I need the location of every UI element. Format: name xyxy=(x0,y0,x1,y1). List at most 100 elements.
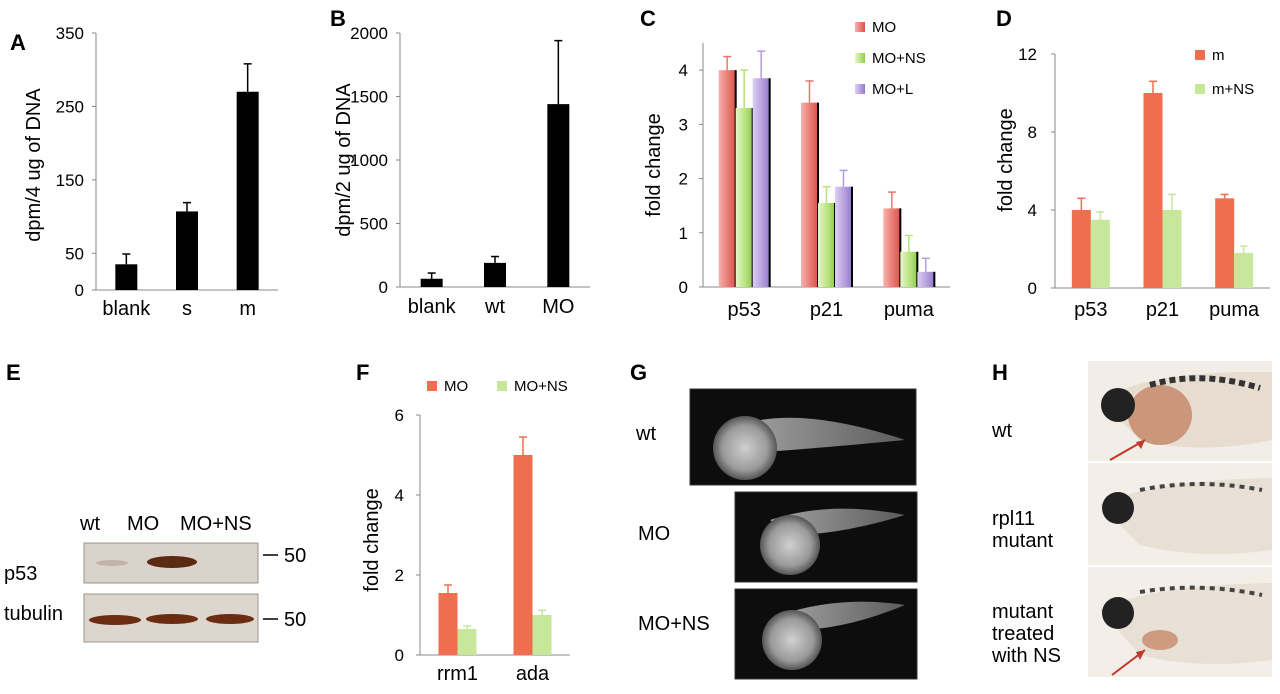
category-label: p53 xyxy=(727,299,760,321)
embryo-row-label: MO+NS xyxy=(638,613,710,635)
legend-swatch xyxy=(427,381,437,391)
bar xyxy=(532,615,552,655)
blot-band-tubulin-wt xyxy=(89,615,141,625)
svg-text:wt: wt xyxy=(991,420,1012,442)
bar xyxy=(917,271,935,287)
blot-row-label: tubulin xyxy=(4,603,63,625)
category-label: p53 xyxy=(1074,299,1107,321)
marker-label: 50 xyxy=(284,545,306,567)
embryo-image-mons xyxy=(734,588,918,680)
bar xyxy=(900,251,918,287)
panel-letter-b: B xyxy=(330,6,346,31)
bar xyxy=(735,108,753,287)
larva-row-label-line: mutant xyxy=(992,530,1054,552)
bar xyxy=(484,262,506,287)
bar xyxy=(457,629,477,655)
y-tick-label: 150 xyxy=(56,171,84,190)
legend-swatch xyxy=(1195,50,1205,60)
category-label: puma xyxy=(884,299,935,321)
y-axis-label: fold change xyxy=(361,488,383,591)
category-label: blank xyxy=(102,298,151,320)
panel-letter-h: H xyxy=(992,360,1008,385)
panel-letter-e: E xyxy=(6,360,21,385)
category-label: s xyxy=(182,298,192,320)
y-tick-label: 2 xyxy=(679,170,688,189)
bar xyxy=(438,593,458,655)
legend-swatch xyxy=(1195,84,1205,94)
bar xyxy=(236,91,259,290)
bar xyxy=(883,208,901,287)
y-tick-label: 250 xyxy=(56,97,84,116)
blot-lane-label: MO xyxy=(127,513,159,535)
y-axis-label: dpm/2 ug of DNA xyxy=(333,83,355,237)
y-tick-label: 0 xyxy=(679,278,688,297)
chart-f: 0 2 4 6 fold change rrm1 ada MO MO+NS xyxy=(361,378,570,685)
chart-b: 0 500 1000 1500 2000 dpm/2 ug of DNA blank wt MO xyxy=(333,24,590,318)
category-label: puma xyxy=(1209,299,1260,321)
category-label: MO xyxy=(542,296,574,318)
bar xyxy=(1215,198,1235,288)
category-label: rrm1 xyxy=(437,663,478,685)
panel-letter-f: F xyxy=(356,360,369,385)
panel-letter-a: A xyxy=(10,30,26,55)
y-tick-label: 0 xyxy=(379,278,388,297)
category-label: blank xyxy=(408,296,457,318)
y-axis-label: fold change xyxy=(995,108,1017,211)
category-label: ada xyxy=(516,663,550,685)
y-tick-label: 0 xyxy=(75,281,84,300)
larva-row-label-line: with NS xyxy=(991,645,1061,667)
larva-image-treated xyxy=(1088,567,1272,677)
marker-label: 50 xyxy=(284,609,306,631)
legend-label: m xyxy=(1212,47,1225,64)
embryo-image-wt xyxy=(689,388,917,486)
legend-label: MO+NS xyxy=(872,50,926,67)
embryo-row-label: wt xyxy=(635,423,656,445)
panel-letter-d: D xyxy=(996,6,1012,31)
bar xyxy=(1143,93,1163,288)
legend-label: MO+L xyxy=(872,81,913,98)
category-label: m xyxy=(239,298,256,320)
legend-swatch xyxy=(855,22,865,32)
bar xyxy=(1090,219,1110,288)
bar xyxy=(176,211,198,290)
legend-label: MO xyxy=(444,378,468,395)
bar xyxy=(513,455,533,655)
blot-band-tubulin-mons xyxy=(206,614,254,624)
bar xyxy=(547,104,570,288)
y-tick-label: 1 xyxy=(679,224,688,243)
embryo-images: wt MO MO+NS xyxy=(635,388,918,680)
bar xyxy=(420,278,443,287)
larva-row-label-line: treated xyxy=(992,623,1054,645)
bar xyxy=(115,264,138,290)
legend-label: MO xyxy=(872,19,896,36)
category-label: wt xyxy=(484,296,505,318)
legend-swatch xyxy=(855,53,865,63)
y-tick-label: 3 xyxy=(679,115,688,134)
y-tick-label: 500 xyxy=(360,215,388,234)
legend-label: m+NS xyxy=(1212,81,1254,98)
panel-letter-c: C xyxy=(640,6,656,31)
y-axis-label: fold change xyxy=(643,113,665,216)
embryo-row-label: MO xyxy=(638,523,670,545)
blot-band-p53-mo xyxy=(147,556,197,568)
larva-image-rpl11-mutant xyxy=(1088,463,1272,565)
bar xyxy=(1071,210,1091,288)
larva-row-label-line: mutant xyxy=(992,601,1054,623)
y-tick-label: 4 xyxy=(679,61,688,80)
chart-c: 0 1 2 3 4 fold change p53 p21 puma MO MO+NS MO+L xyxy=(643,19,950,321)
y-axis-label: dpm/4 ug of DNA xyxy=(23,88,45,242)
category-label: p21 xyxy=(810,299,843,321)
y-tick-label: 6 xyxy=(395,406,404,425)
blot-band-tubulin-mo xyxy=(146,614,198,624)
y-tick-label: 0 xyxy=(1028,279,1037,298)
embryo-image-mo xyxy=(734,491,918,583)
chart-a: 0 50 150 250 350 dpm/4 ug of DNA blank s m xyxy=(23,24,278,320)
blot-lane-label: wt xyxy=(79,513,100,535)
blot-row-label: p53 xyxy=(4,563,37,585)
panel-letter-g: G xyxy=(630,360,647,385)
legend-swatch xyxy=(855,84,865,94)
bar xyxy=(818,202,835,287)
